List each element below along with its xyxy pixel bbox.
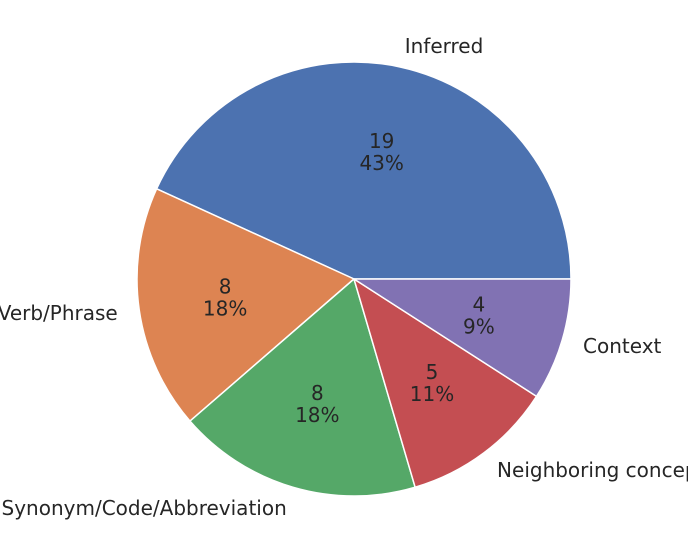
value-label-inferred: 19 [369,129,394,153]
pie-slice-synonym-code-abbreviation [189,278,416,497]
category-label-synonym-code-abbreviation: Synonym/Code/Abbreviation [2,496,287,520]
percent-label-inferred: 43% [359,151,403,175]
value-label-context: 4 [473,293,486,317]
value-label-verb-phrase: 8 [219,275,232,299]
pie-slice-verb-phrase [136,188,355,422]
percent-label-verb-phrase: 18% [203,297,247,321]
percent-label-synonym-code-abbreviation: 18% [295,403,339,427]
pie-slice-neighboring-concept [353,278,538,488]
pie-labels: Inferred1943%Verb/Phrase818%Synonym/Code… [0,34,688,520]
category-label-inferred: Inferred [405,34,484,58]
category-label-context: Context [583,334,662,358]
value-label-synonym-code-abbreviation: 8 [311,381,324,405]
pie-slices [136,61,572,497]
pie-slice-context [353,278,572,398]
category-label-neighboring-concept: Neighboring concept [497,458,688,482]
pie-slice-inferred [155,61,572,280]
category-label-verb-phrase: Verb/Phrase [0,301,118,325]
percent-label-neighboring-concept: 11% [410,382,454,406]
value-label-neighboring-concept: 5 [426,360,439,384]
percent-label-context: 9% [463,315,495,339]
